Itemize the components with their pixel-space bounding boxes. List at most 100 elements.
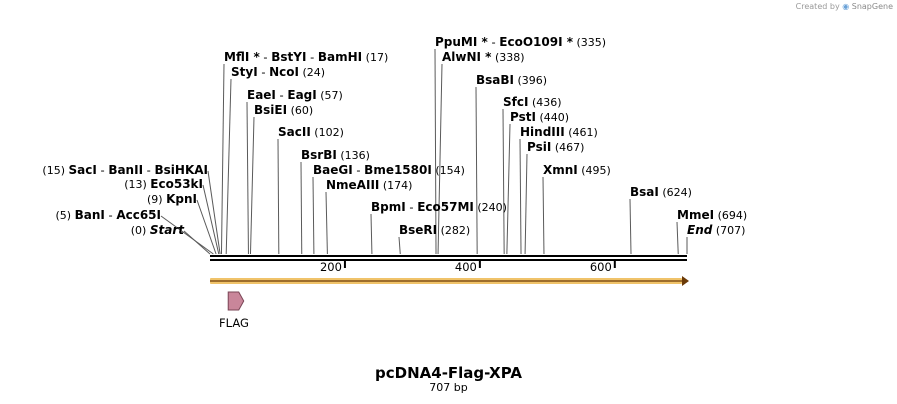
enzyme-name: BaeGI [313,163,353,177]
site-label: EaeI - EagI (57) [247,88,343,102]
enzyme-name: BseRI [399,223,437,237]
enzyme-name: NcoI [269,65,299,79]
site-position: (136) [340,149,370,162]
feature-arrow [227,291,245,311]
name-separator: - [105,208,116,222]
site-label: BsaBI (396) [476,73,547,87]
site-connector [502,108,505,255]
site-label: AlwNI * (338) [442,50,525,64]
site-label: NmeAIII (174) [326,178,412,192]
snapgene-logo-icon: ◉ [842,2,850,11]
site-connector [629,198,632,255]
enzyme-name: HindIII [520,125,565,139]
site-position: (436) [532,96,562,109]
enzyme-name: BsrBI [301,148,337,162]
site-label: StyI - NcoI (24) [231,65,325,79]
site-label-text: XmnI (495) [543,163,611,177]
site-label: End (707) [687,223,745,237]
site-position: (9) [147,193,163,206]
site-position: (694) [718,209,748,222]
site-position: (495) [581,164,611,177]
site-label: (9) KpnI [147,192,197,206]
site-position: (461) [568,126,598,139]
enzyme-name: XmnI [543,163,578,177]
site-connector [202,184,220,255]
enzyme-name: KpnI [166,192,197,206]
site-position: (174) [383,179,413,192]
site-label: MflI * - BstYI - BamHI (17) [224,50,388,64]
site-label: BaeGI - Bme1580I (154) [313,163,465,177]
name-separator: - [406,200,417,214]
site-label-text: (9) KpnI [147,192,197,206]
enzyme-name: SacI [69,163,97,177]
site-label-text: BsaBI (396) [476,73,547,87]
site-label-text: MmeI (694) [677,208,747,222]
enzyme-name: BsaBI [476,73,514,87]
enzyme-name: MflI * [224,50,260,64]
site-position: (282) [441,224,471,237]
enzyme-name: Acc65I [116,208,161,222]
site-connector [398,236,401,255]
site-label-text: SacII (102) [278,125,344,139]
site-label-text: BseRI (282) [399,223,470,237]
enzyme-name: MmeI [677,208,714,222]
site-label: BseRI (282) [399,223,470,237]
feature-label: FLAG [219,316,249,330]
enzyme-name: Eco53kI [150,177,203,191]
enzyme-name: BanI [75,208,105,222]
enzyme-name: EaeI [247,88,276,102]
site-connector [300,161,303,255]
site-position: (17) [366,51,389,64]
site-connector [676,221,679,255]
site-connector [519,138,522,255]
site-connector [249,116,255,255]
site-label: (0) Start [131,223,185,237]
site-label: (13) Eco53kI [124,177,203,191]
name-separator: - [260,50,271,64]
site-label-text: PstI (440) [510,110,569,124]
site-label: PsiI (467) [527,140,584,154]
site-label-text: End (707) [687,223,745,237]
name-separator: - [488,35,499,49]
site-connector [246,101,249,255]
site-label: BsaI (624) [630,185,692,199]
site-position: (5) [55,209,71,222]
enzyme-name: BsiEI [254,103,287,117]
enzyme-name: BanII [108,163,143,177]
enzyme-name: PstI [510,110,536,124]
site-label-text: StyI - NcoI (24) [231,65,325,79]
enzyme-name: StyI [231,65,258,79]
enzyme-name: End [687,223,713,237]
site-connector [207,170,221,255]
site-position: (338) [495,51,525,64]
enzyme-name: SfcI [503,95,528,109]
name-separator: - [258,65,269,79]
site-label-text: BsrBI (136) [301,148,370,162]
site-label: BpmI - Eco57MI (240) [371,200,507,214]
site-label: XmnI (495) [543,163,611,177]
enzyme-name: AlwNI * [442,50,492,64]
enzyme-name: BsiHKAI [155,163,209,177]
site-label-text: BaeGI - Bme1580I (154) [313,163,465,177]
site-position: (15) [42,164,65,177]
site-label-text: MflI * - BstYI - BamHI (17) [224,50,388,64]
ruler-tick-label: 400 [455,260,477,274]
enzyme-name: BstYI [271,50,306,64]
site-position: (13) [124,178,147,191]
enzyme-name: BpmI [371,200,406,214]
site-connector [434,48,437,255]
site-connector [312,176,315,255]
site-position: (240) [477,201,507,214]
site-position: (154) [435,164,465,177]
site-label-text: NmeAIII (174) [326,178,412,192]
site-connector [524,153,528,255]
site-label: MmeI (694) [677,208,747,222]
site-label-text: BsaI (624) [630,185,692,199]
enzyme-name: SacII [278,125,311,139]
site-connector [325,191,328,255]
credit-brand: SnapGene [851,2,893,11]
site-label-text: EaeI - EagI (57) [247,88,343,102]
site-position: (624) [662,186,692,199]
site-label-text: BsiEI (60) [254,103,313,117]
